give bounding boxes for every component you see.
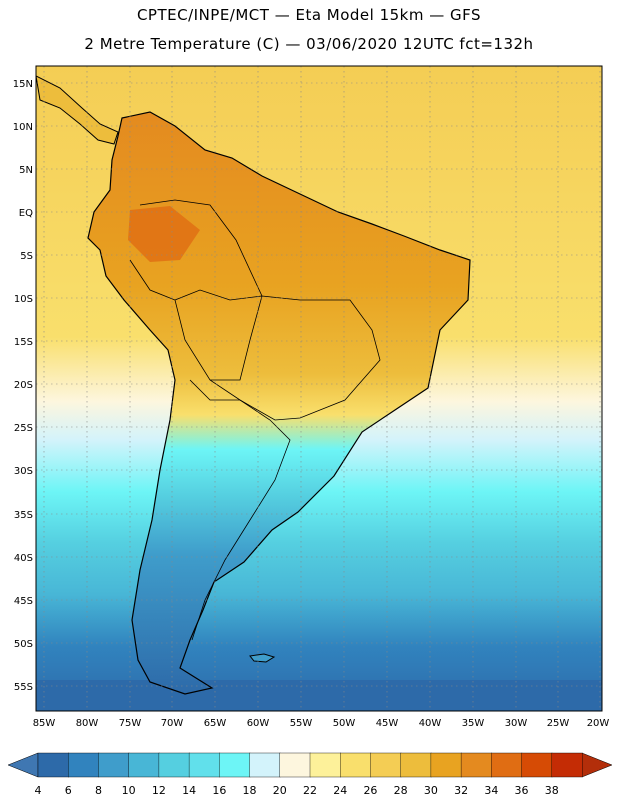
colorbar-swatch <box>430 752 462 778</box>
lon-label: 55W <box>290 718 313 729</box>
colorbar-label: 26 <box>363 784 377 797</box>
colorbar-swatch <box>158 752 190 778</box>
colorbar-swatch <box>400 752 432 778</box>
lat-label: 10N <box>13 122 33 133</box>
lat-label: 55S <box>14 682 33 693</box>
colorbar-high-arrow <box>581 752 613 778</box>
colorbar-label: 16 <box>212 784 226 797</box>
colorbar-label: 4 <box>35 784 42 797</box>
lon-label: 80W <box>76 718 99 729</box>
colorbar-label: 32 <box>454 784 468 797</box>
colorbar-label: 8 <box>95 784 102 797</box>
lat-label: 15N <box>13 79 33 90</box>
colorbar-label: 28 <box>394 784 408 797</box>
lon-label: 75W <box>119 718 142 729</box>
colorbar-label: 36 <box>515 784 529 797</box>
lon-label: 70W <box>161 718 184 729</box>
colorbar-swatch <box>188 752 221 778</box>
lon-label: 50W <box>333 718 356 729</box>
lon-label: 85W <box>33 718 56 729</box>
colorbar-swatch <box>249 752 281 778</box>
lat-label: 40S <box>14 553 33 564</box>
lon-label: 20W <box>587 718 610 729</box>
colorbar-swatch <box>219 752 251 778</box>
title-line-2: 2 Metre Temperature (C) — 03/06/2020 12U… <box>84 35 534 53</box>
lon-label: 30W <box>505 718 528 729</box>
lon-axis: 85W 80W 75W 70W 65W 60W 55W 50W 45W 40W … <box>33 718 610 729</box>
colorbar-low-arrow <box>7 752 39 778</box>
lat-label: 20S <box>14 380 33 391</box>
colorbar-label: 34 <box>484 784 498 797</box>
colorbar-swatch <box>340 752 372 778</box>
lon-label: 65W <box>204 718 227 729</box>
falkland-islands <box>249 653 276 663</box>
lat-label: 50S <box>14 639 33 650</box>
colorbar-label: 10 <box>122 784 136 797</box>
temperature-colorbar: 4 6 8 10 12 14 16 18 20 22 24 26 28 30 32 34 36 38 <box>7 752 613 797</box>
amazon-hot-core <box>128 206 200 262</box>
colorbar-label: 18 <box>243 784 257 797</box>
colorbar-label: 12 <box>152 784 166 797</box>
colorbar-label: 20 <box>273 784 287 797</box>
brazil-border <box>129 199 381 421</box>
colorbar-label: 6 <box>65 784 72 797</box>
colorbar-label: 22 <box>303 784 317 797</box>
lat-label: 35S <box>14 510 33 521</box>
colorbar-label: 24 <box>333 784 347 797</box>
lat-label: EQ <box>19 208 33 219</box>
lon-label: 35W <box>462 718 485 729</box>
colorbar-swatch <box>491 752 523 778</box>
colorbar-swatch <box>128 752 160 778</box>
colorbar-label: 14 <box>182 784 196 797</box>
colorbar-swatch <box>279 752 311 778</box>
lat-label: 25S <box>14 423 33 434</box>
bolivia-border <box>174 289 263 381</box>
title-line-1: CPTEC/INPE/MCT — Eta Model 15km — GFS <box>136 6 482 24</box>
lat-axis: 15N 10N 5N EQ 5S 10S 15S 20S 25S 30S 35S… <box>13 79 33 693</box>
colorbar-swatch <box>68 752 100 778</box>
central-america-landmass <box>36 75 119 145</box>
map-area <box>36 66 602 711</box>
map-frame <box>35 65 603 712</box>
lon-label: 45W <box>376 718 399 729</box>
colorbar-label: 38 <box>545 784 559 797</box>
lat-label: 10S <box>14 294 33 305</box>
lon-label: 40W <box>419 718 442 729</box>
lat-label: 5N <box>19 165 33 176</box>
lon-label: 25W <box>547 718 570 729</box>
lon-label: 60W <box>247 718 270 729</box>
lat-label: 30S <box>14 466 33 477</box>
lat-label: 45S <box>14 596 33 607</box>
colorbar-swatch <box>309 752 341 778</box>
argentina-border <box>189 379 291 641</box>
southern-ocean-band <box>36 680 602 711</box>
colorbar-swatch <box>521 752 553 778</box>
colorbar-swatch <box>460 752 493 778</box>
lat-label: 5S <box>20 251 33 262</box>
colorbar-swatch <box>98 752 130 778</box>
colorbar-label: 30 <box>424 784 438 797</box>
colorbar-swatch <box>551 752 583 778</box>
lat-label: 15S <box>14 337 33 348</box>
colorbar-swatch <box>370 752 402 778</box>
colorbar-swatch <box>37 752 69 778</box>
